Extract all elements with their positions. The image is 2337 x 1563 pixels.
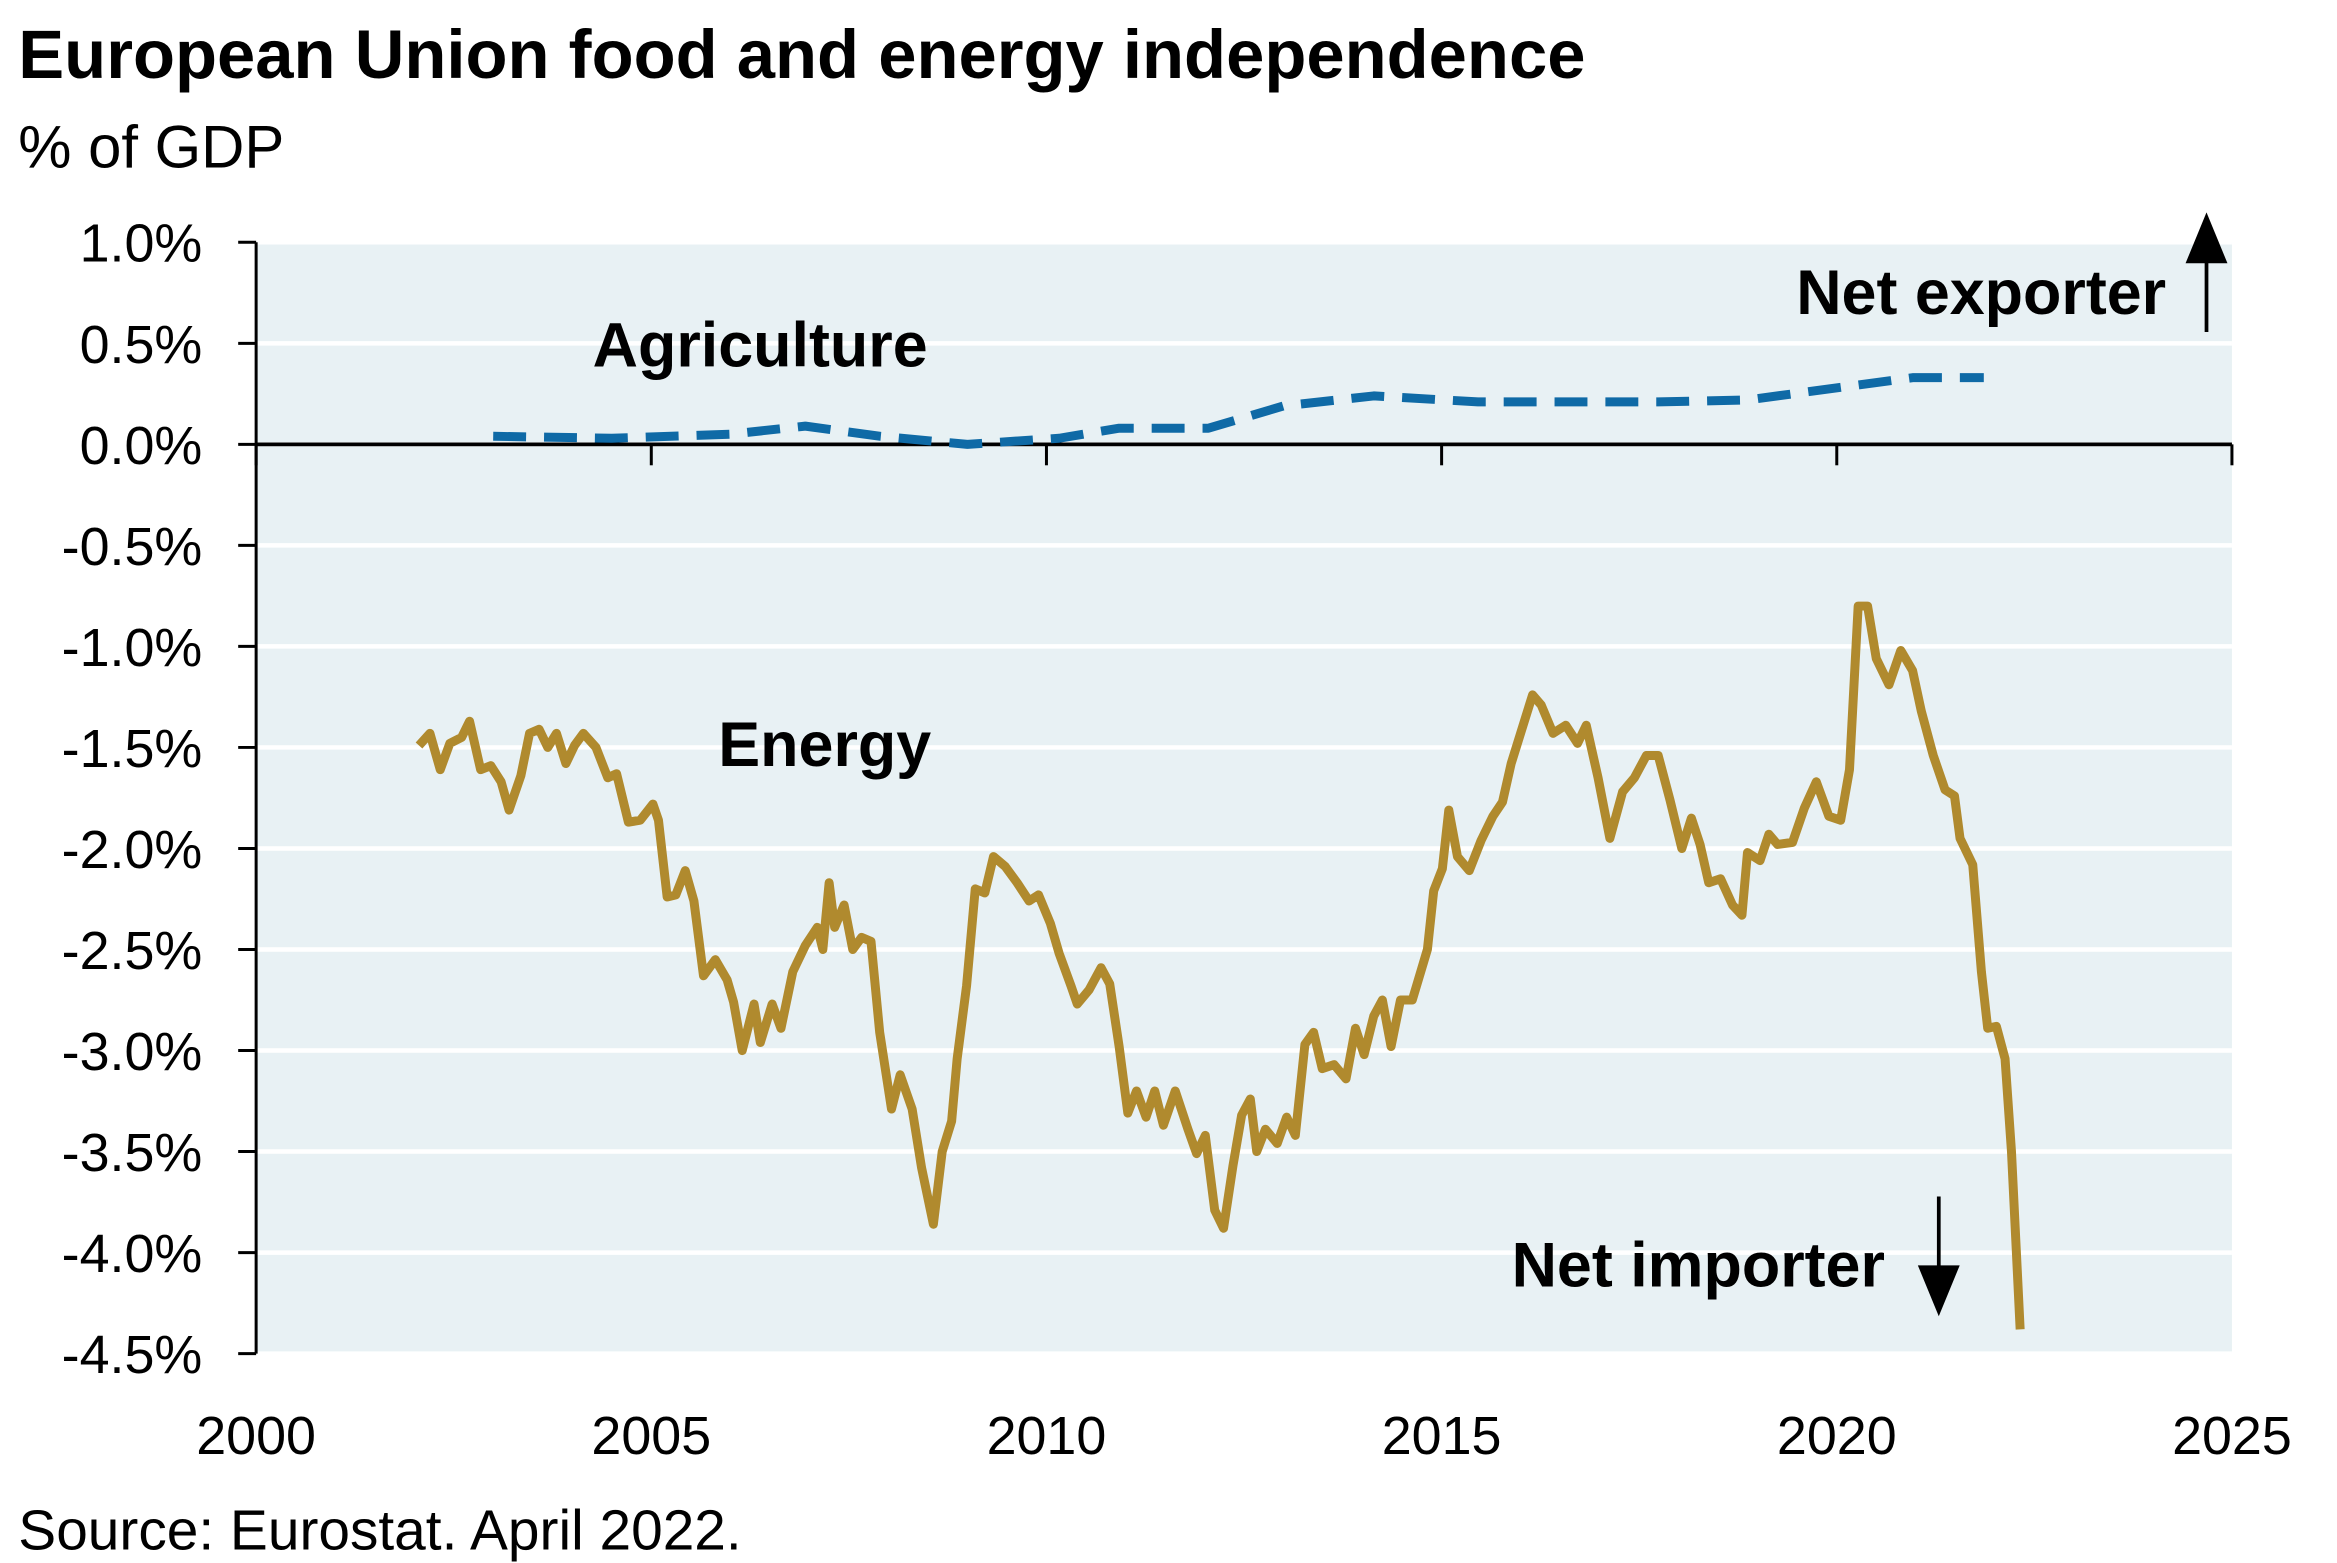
series-label: Energy: [718, 710, 931, 780]
plot-area: 1.0% 0.5% 0.0% -0.5% -1.0% -1.5% -2.0% -2.5% -3.…: [62, 214, 2292, 1466]
y-tick-label: 1.0%: [80, 214, 203, 274]
x-tick-label: 2000: [196, 1406, 316, 1466]
x-tick-label: 2010: [987, 1406, 1107, 1466]
x-tick-label: 2025: [2172, 1406, 2292, 1466]
y-tick-label: 0.5%: [80, 315, 203, 375]
annotation: Net exporter: [1796, 258, 2166, 328]
chart-title: European Union food and energy independe…: [18, 16, 1585, 93]
series-line: [415, 601, 2025, 1330]
y-tick-label: -2.5%: [62, 921, 203, 981]
source-note: Source: Eurostat. April 2022.: [18, 1500, 741, 1563]
arrow-up: [2185, 212, 2228, 333]
x-tick-label: 2020: [1777, 1406, 1897, 1466]
y-tick-label: -2.0%: [62, 820, 203, 880]
series-line: [493, 373, 1984, 449]
y-tick-label: -3.5%: [62, 1123, 203, 1183]
y-tick-label: -4.0%: [62, 1224, 203, 1284]
x-tick-label: 2015: [1382, 1406, 1502, 1466]
y-tick-label: -0.5%: [62, 517, 203, 577]
arrow-down: [1917, 1196, 1960, 1317]
plot-background: [256, 242, 2232, 1354]
y-tick-label: -4.5%: [62, 1325, 203, 1385]
y-tick-label: -1.5%: [62, 719, 203, 779]
chart-subtitle: % of GDP: [18, 114, 284, 181]
series-label: Agriculture: [593, 310, 928, 380]
y-tick-label: -3.0%: [62, 1022, 203, 1082]
annotation: Net importer: [1512, 1230, 1885, 1300]
y-tick-label: 0.0%: [80, 416, 203, 476]
x-tick-label: 2005: [591, 1406, 711, 1466]
y-tick-label: -1.0%: [62, 618, 203, 678]
